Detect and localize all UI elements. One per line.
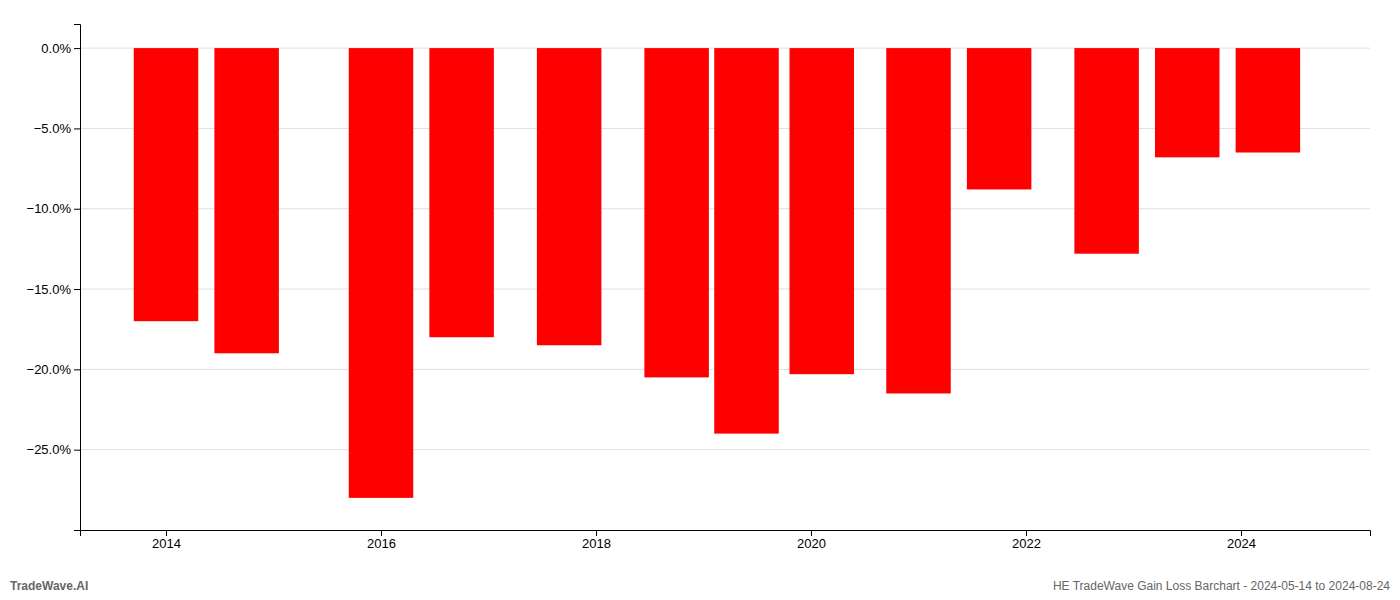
- y-tick-mark: [74, 450, 80, 451]
- y-axis-line: [74, 25, 81, 531]
- x-tick: 2020: [797, 530, 826, 551]
- bar: [1074, 48, 1139, 254]
- y-tick: 0.0%: [41, 41, 80, 56]
- y-tick: −5.0%: [34, 121, 80, 136]
- x-tick-label: 2022: [1012, 536, 1041, 551]
- y-tick-mark: [74, 209, 80, 210]
- chart-container: 2014 2016 2018 2020 2022 2024 0.0% −5.0% −10.0% −…: [0, 0, 1400, 600]
- x-tick: 2024: [1227, 530, 1256, 551]
- x-tick-label: 2018: [582, 536, 611, 551]
- y-tick-label: −10.0%: [27, 201, 72, 216]
- bar: [714, 48, 779, 434]
- bars: [134, 48, 1300, 498]
- y-tick-mark: [74, 48, 80, 49]
- x-tick: 2022: [1012, 530, 1041, 551]
- y-tick: −25.0%: [27, 442, 80, 457]
- y-tick: −20.0%: [27, 362, 80, 377]
- grid: [80, 48, 1370, 450]
- bar: [790, 48, 855, 374]
- x-tick-label: 2024: [1227, 536, 1256, 551]
- y-tick-label: −20.0%: [27, 362, 72, 377]
- x-tick-mark: [1241, 530, 1242, 536]
- x-tick: 2016: [367, 530, 396, 551]
- x-tick-mark: [596, 530, 597, 536]
- bar: [886, 48, 951, 393]
- y-tick-mark: [74, 128, 80, 129]
- y-tick: −15.0%: [27, 282, 80, 297]
- x-tick-mark: [1026, 530, 1027, 536]
- chart-svg: 2014 2016 2018 2020 2022 2024 0.0% −5.0% −10.0% −…: [0, 0, 1400, 600]
- bar: [134, 48, 199, 321]
- y-tick-mark: [74, 369, 80, 370]
- x-axis-line: [81, 531, 1371, 537]
- bar: [214, 48, 279, 353]
- y-axis: 0.0% −5.0% −10.0% −15.0% −20.0% −25.0%: [27, 25, 81, 531]
- footer-left: TradeWave.AI: [10, 579, 88, 593]
- bar: [1236, 48, 1301, 152]
- footer-right: HE TradeWave Gain Loss Barchart - 2024-0…: [1053, 579, 1390, 593]
- x-tick-label: 2014: [152, 536, 181, 551]
- x-axis: 2014 2016 2018 2020 2022 2024: [81, 530, 1371, 551]
- grid-line: [80, 449, 1370, 450]
- y-tick-label: −15.0%: [27, 282, 72, 297]
- y-tick-label: −5.0%: [34, 121, 72, 136]
- bar: [644, 48, 709, 377]
- x-tick: 2014: [152, 530, 181, 551]
- y-tick-label: 0.0%: [41, 41, 71, 56]
- bar: [537, 48, 602, 345]
- y-tick-label: −25.0%: [27, 442, 72, 457]
- y-tick-mark: [74, 289, 80, 290]
- bar: [1155, 48, 1220, 157]
- bar: [967, 48, 1032, 189]
- y-tick: −10.0%: [27, 201, 80, 216]
- x-tick-label: 2016: [367, 536, 396, 551]
- x-tick-label: 2020: [797, 536, 826, 551]
- bar: [349, 48, 414, 498]
- x-tick: 2018: [582, 530, 611, 551]
- x-tick-mark: [166, 530, 167, 536]
- x-tick-mark: [381, 530, 382, 536]
- bar: [429, 48, 494, 337]
- x-tick-mark: [811, 530, 812, 536]
